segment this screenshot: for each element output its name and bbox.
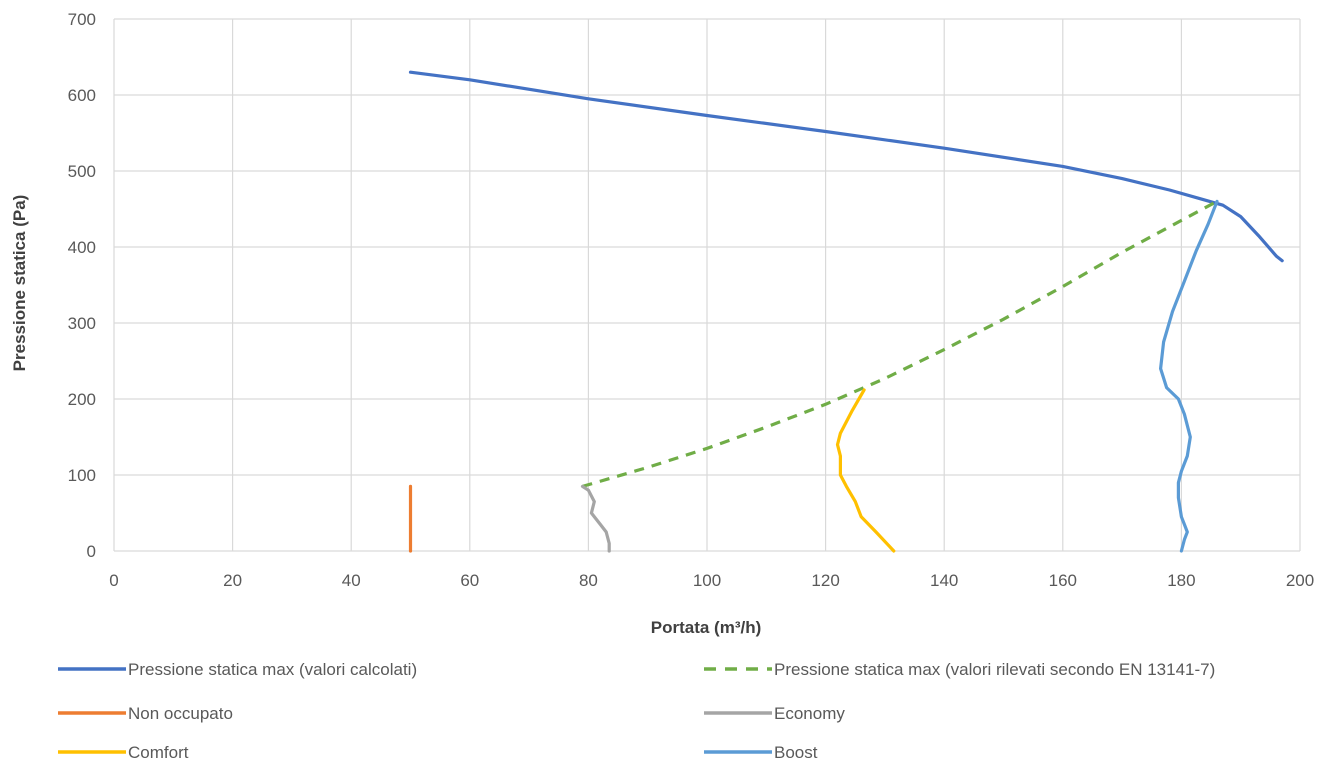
legend-label: Boost — [774, 743, 818, 762]
y-tick-label: 600 — [68, 86, 96, 105]
series-line-5 — [835, 388, 896, 553]
gridlines — [113, 18, 1301, 552]
x-tick-labels: 0 20 40 60 80 100 120 140 160 180 200 — [109, 571, 1314, 590]
x-tick-label: 180 — [1167, 571, 1195, 590]
y-tick-label: 400 — [68, 238, 96, 257]
x-tick-label: 40 — [342, 571, 361, 590]
x-tick-label: 80 — [579, 571, 598, 590]
x-tick-label: 60 — [460, 571, 479, 590]
legend-label: Pressione statica max (valori rilevati s… — [774, 660, 1215, 679]
legend-label: Non occupato — [128, 704, 233, 723]
x-tick-label: 200 — [1286, 571, 1314, 590]
y-tick-label: 500 — [68, 162, 96, 181]
y-tick-labels: 0 100 200 300 400 500 600 700 — [68, 10, 96, 561]
y-tick-label: 700 — [68, 10, 96, 29]
y-tick-label: 300 — [68, 314, 96, 333]
legend-label: Economy — [774, 704, 845, 723]
series-line-2 — [582, 199, 1218, 488]
series-lines — [408, 70, 1284, 553]
x-axis-title: Portata (m³/h) — [651, 618, 762, 637]
y-axis-title: Pressione statica (Pa) — [10, 195, 29, 372]
x-tick-label: 140 — [930, 571, 958, 590]
series-line-1 — [408, 70, 1284, 263]
legend-label: Pressione statica max (valori calcolati) — [128, 660, 417, 679]
x-tick-label: 0 — [109, 571, 118, 590]
series-line-4 — [580, 484, 611, 553]
series-line-6 — [1159, 199, 1219, 553]
legend-label: Comfort — [128, 743, 189, 762]
y-tick-label: 100 — [68, 466, 96, 485]
legend: Pressione statica max (valori calcolati)… — [58, 660, 1215, 762]
y-tick-label: 0 — [87, 542, 96, 561]
x-tick-label: 120 — [811, 571, 839, 590]
x-tick-label: 160 — [1049, 571, 1077, 590]
y-tick-label: 200 — [68, 390, 96, 409]
x-tick-label: 20 — [223, 571, 242, 590]
x-tick-label: 100 — [693, 571, 721, 590]
